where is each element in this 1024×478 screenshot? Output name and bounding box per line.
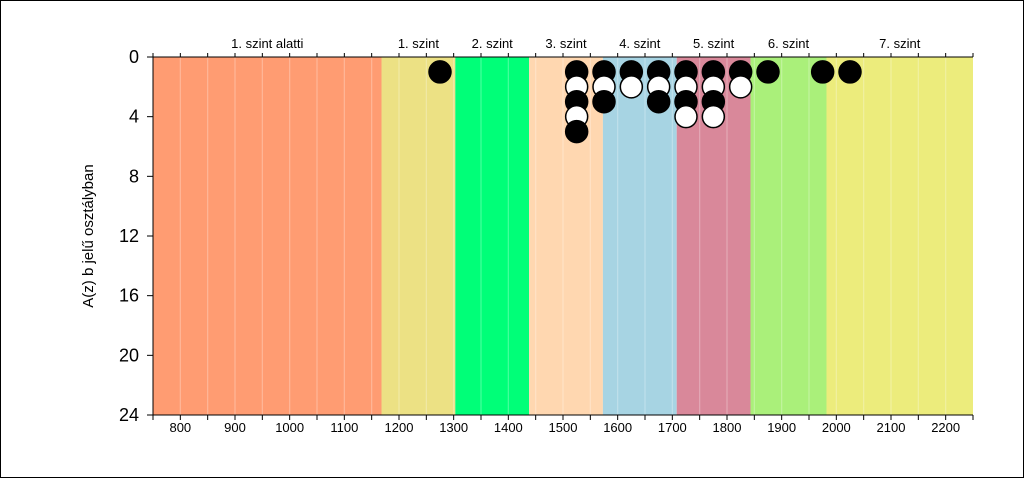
band-1 <box>153 57 382 415</box>
level-bands <box>153 57 973 415</box>
band-label: 1. szint alatti <box>231 36 303 51</box>
data-point <box>756 60 780 84</box>
band-8 <box>826 57 973 415</box>
band-label: 5. szint <box>693 36 735 51</box>
data-point <box>838 60 862 84</box>
data-points <box>428 60 862 144</box>
data-point <box>810 60 835 84</box>
x-tick-label: 1900 <box>767 420 796 435</box>
band-label: 4. szint <box>619 36 661 51</box>
band-label: 3. szint <box>545 36 587 51</box>
data-point <box>646 90 671 114</box>
band-4 <box>529 57 603 415</box>
y-tick-label: 12 <box>119 226 139 246</box>
y-tick-label: 16 <box>119 286 139 306</box>
grid-lines <box>179 57 947 415</box>
band-label: 6. szint <box>768 36 810 51</box>
data-point <box>701 104 726 129</box>
band-2 <box>381 57 456 415</box>
x-tick-label: 1500 <box>549 420 578 435</box>
band-5 <box>602 57 677 415</box>
x-tick-label: 1700 <box>658 420 687 435</box>
x-tick-label: 1100 <box>330 420 358 435</box>
data-point <box>674 104 698 129</box>
x-tick-label: 1300 <box>439 420 468 435</box>
x-tick-label: 900 <box>224 420 246 435</box>
x-tick-label: 2100 <box>877 420 906 435</box>
x-tick-label: 1200 <box>385 420 414 435</box>
data-point <box>619 75 644 99</box>
band-label: 2. szint <box>472 36 514 51</box>
y-tick-label: 20 <box>119 345 139 365</box>
band-label: 1. szint <box>398 36 440 51</box>
x-tick-label: 800 <box>169 420 191 435</box>
x-tick-label: 1800 <box>713 420 742 435</box>
y-tick-label: 4 <box>129 107 139 127</box>
y-tick-label: 24 <box>119 405 139 425</box>
data-point <box>428 60 452 84</box>
y-tick-label: 8 <box>129 166 139 186</box>
band-7 <box>750 57 827 415</box>
axes <box>147 53 974 420</box>
x-tick-label: 1000 <box>275 420 304 435</box>
data-point <box>592 90 616 114</box>
x-tick-label: 2200 <box>931 420 960 435</box>
data-point <box>564 119 589 144</box>
x-tick-label: 2000 <box>822 420 851 435</box>
labels: 1. szint alatti 1. szint 2. szint 3. szint 4… <box>119 36 960 435</box>
data-point <box>728 75 753 99</box>
band-label: 7. szint <box>879 36 921 51</box>
x-tick-label: 1400 <box>494 420 523 435</box>
y-tick-label: 0 <box>129 47 139 67</box>
x-tick-label: 1600 <box>603 420 632 435</box>
y-axis-title: A(z) b jelű osztályban <box>80 164 97 307</box>
band-3 <box>455 57 530 415</box>
